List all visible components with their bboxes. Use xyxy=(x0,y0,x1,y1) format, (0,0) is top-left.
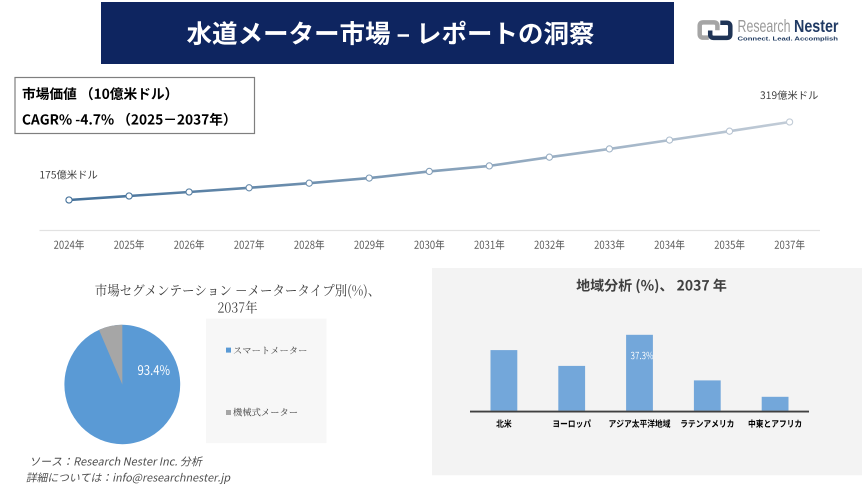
svg-text:Nester: Nester xyxy=(794,16,839,36)
svg-text:Connect. Lead. Accomplish: Connect. Lead. Accomplish xyxy=(738,36,839,42)
svg-text:Research: Research xyxy=(738,16,791,36)
